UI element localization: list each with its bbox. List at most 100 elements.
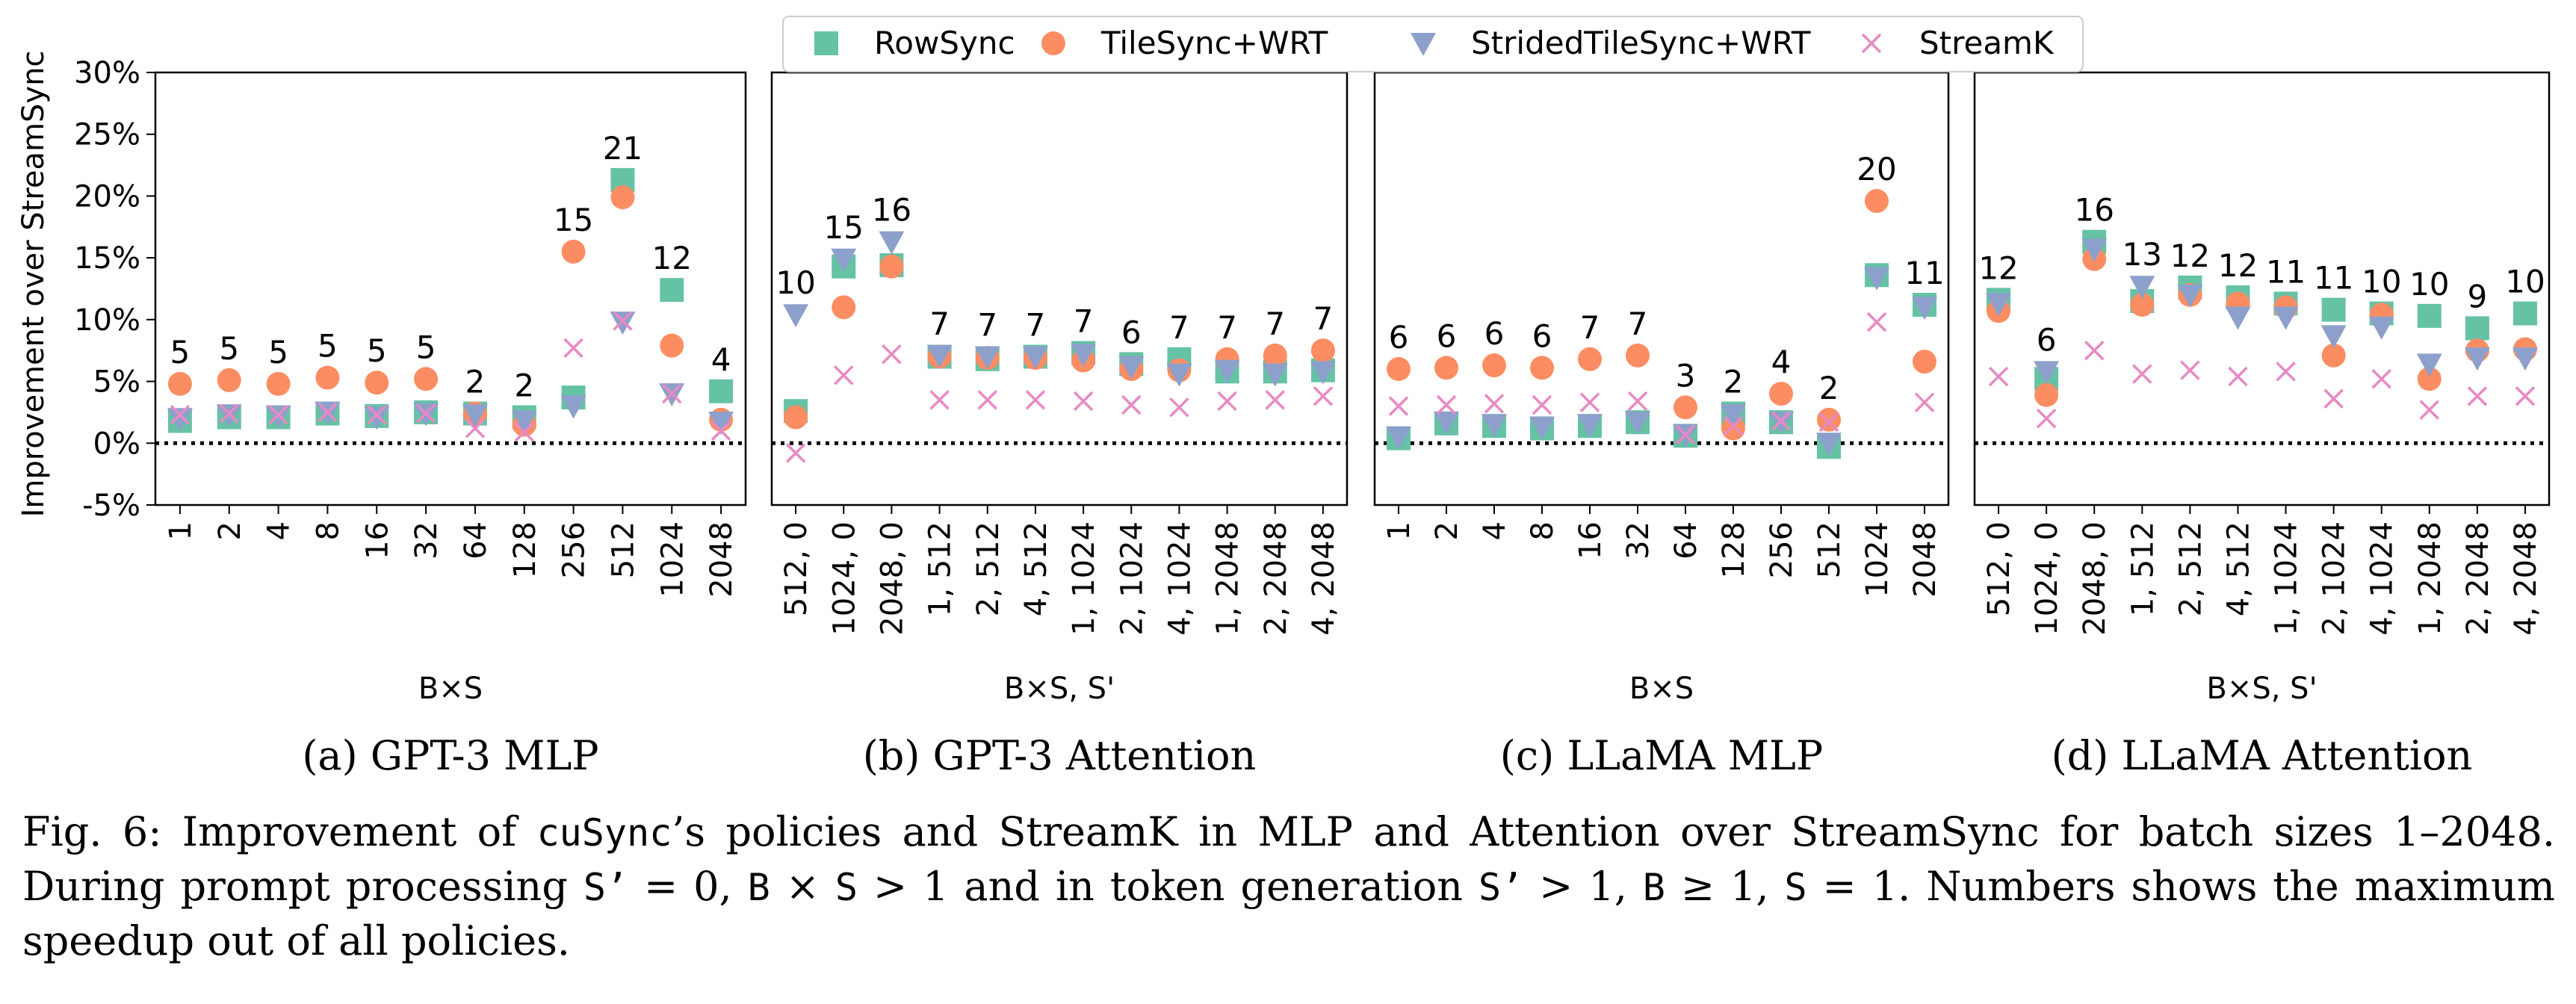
point-streamk (1532, 394, 1552, 415)
max-speedup-label: 2 (514, 368, 534, 404)
max-speedup-label: 5 (416, 329, 436, 365)
point-stridedtilesync-wrt (1214, 359, 1240, 383)
point-stridedtilesync-wrt (783, 304, 809, 328)
point-streamk (1988, 366, 2009, 387)
point-rowsync (2512, 301, 2537, 326)
x-tick-label: 4, 512 (2221, 521, 2255, 616)
point-tilesync-wrt (2417, 367, 2442, 391)
point-streamk (2419, 400, 2440, 420)
point-streamk-stroke (2371, 369, 2391, 389)
point-stridedtilesync-wrt (364, 406, 390, 430)
point-tilesync-wrt (1434, 356, 1458, 380)
x-tick-label: 2, 512 (2173, 521, 2208, 616)
point-tilesync-wrt (1674, 395, 1697, 420)
point-tilesync-wrt (1817, 407, 1841, 432)
point-streamk (1436, 394, 1457, 415)
point-tilesync-wrt (1721, 416, 1745, 441)
point-streamk (2132, 364, 2152, 384)
point-streamk (170, 404, 191, 425)
point-streamk-stroke (1866, 312, 1887, 332)
max-speedup-label: 12 (2218, 247, 2258, 284)
y-axis-label: Improvement over StreamSync (16, 51, 51, 518)
max-speedup-label: 9 (2468, 278, 2488, 314)
point-streamk (2371, 369, 2391, 389)
point-streamk-stroke (1818, 412, 1839, 433)
point-streamk (1675, 424, 1696, 444)
point-streamk-stroke (1988, 366, 2009, 387)
plot-frame (154, 71, 747, 506)
max-speedup-label: 10 (2362, 264, 2401, 300)
caption-text: = 1. Numbers shows the maximum speedup o… (22, 863, 2555, 964)
caption-text: ≥ 1, (1665, 863, 1785, 910)
max-speedup-label: 20 (1857, 151, 1896, 188)
max-speedup-label: 7 (1169, 309, 1189, 346)
point-stridedtilesync-wrt (265, 405, 291, 429)
point-rowsync (2321, 297, 2346, 322)
point-streamk (465, 418, 486, 439)
x-tick-label: 1, 2048 (1211, 521, 1245, 636)
x-tick-label: 2 (1430, 521, 1464, 540)
point-streamk-stroke (834, 365, 854, 385)
point-streamk (785, 443, 806, 463)
point-stridedtilesync-wrt (1071, 344, 1097, 368)
x-tick-label: 16 (360, 521, 394, 560)
point-stridedtilesync-wrt (1529, 416, 1555, 440)
point-stridedtilesync-wrt (1912, 297, 1937, 320)
max-speedup-label: 4 (711, 341, 731, 378)
point-tilesync-wrt (1263, 343, 1287, 368)
caption-text: ’s policies and StreamK in MLP and Atten… (22, 808, 2556, 910)
x-tick-label: 1024, 0 (827, 521, 861, 636)
point-stridedtilesync-wrt (926, 344, 953, 368)
point-tilesync-wrt (2130, 293, 2155, 317)
point-streamk-stroke (1313, 386, 1334, 406)
point-stridedtilesync-wrt (610, 312, 636, 335)
caption-code: S (835, 866, 858, 909)
y-tick-label: 15% (74, 241, 140, 276)
point-tilesync-wrt (2034, 382, 2059, 407)
point-streamk (2180, 360, 2200, 380)
point-streamk-stroke (2228, 366, 2248, 387)
x-tick-label: 4, 2048 (1307, 521, 1341, 636)
figure: -5%0%5%10%15%20%25%30%1 2 4 8 16 32 64 128 256 51… (16, 16, 2551, 779)
point-rowsync (2417, 303, 2442, 328)
x-tick-label: 2 (213, 521, 247, 540)
max-speedup-label: 5 (367, 332, 387, 369)
legend-marker-rowsync (814, 31, 838, 55)
legend-marker-stridedtilesync-wrt (1411, 33, 1436, 56)
x-tick-label: 64 (459, 521, 493, 560)
point-streamk-stroke (1771, 411, 1792, 431)
caption-code: S’ (1478, 866, 1524, 909)
subfigure-caption: (a) GPT-3 MLP (302, 732, 598, 779)
point-streamk-stroke (785, 443, 806, 463)
y-tick-label: 0% (93, 427, 140, 461)
max-speedup-label: 7 (1265, 306, 1285, 342)
point-streamk (1579, 392, 1600, 412)
point-streamk (2228, 366, 2248, 387)
point-streamk-stroke (2419, 400, 2440, 420)
point-streamk (2084, 340, 2105, 361)
point-streamk (367, 404, 387, 425)
max-speedup-label: 5 (268, 334, 288, 371)
point-stridedtilesync-wrt (2225, 306, 2251, 330)
point-tilesync-wrt (365, 371, 389, 395)
point-tilesync-wrt (879, 254, 904, 279)
max-speedup-label: 12 (652, 240, 692, 276)
x-tick-label: 1024 (1860, 521, 1895, 598)
point-streamk-stroke (613, 311, 633, 331)
x-tick-label: 2048, 0 (2078, 521, 2112, 636)
point-tilesync-wrt (1865, 189, 1889, 214)
point-streamk (2467, 386, 2488, 406)
point-streamk (219, 403, 239, 424)
caption-code: S’ (583, 866, 629, 909)
caption-text: > 1, (1523, 863, 1643, 910)
point-streamk-stroke (2323, 388, 2344, 409)
max-speedup-label: 3 (1676, 357, 1696, 394)
x-tick-label: 512 (1812, 521, 1847, 578)
max-speedup-label: 6 (1121, 314, 1142, 350)
plot-frame (1973, 71, 2551, 506)
point-stridedtilesync-wrt (708, 412, 734, 436)
point-streamk-stroke (1388, 396, 1409, 416)
subfigure-caption: (c) LLaMA MLP (1500, 732, 1823, 779)
point-stridedtilesync-wrt (167, 408, 193, 432)
point-streamk-stroke (2276, 362, 2296, 382)
